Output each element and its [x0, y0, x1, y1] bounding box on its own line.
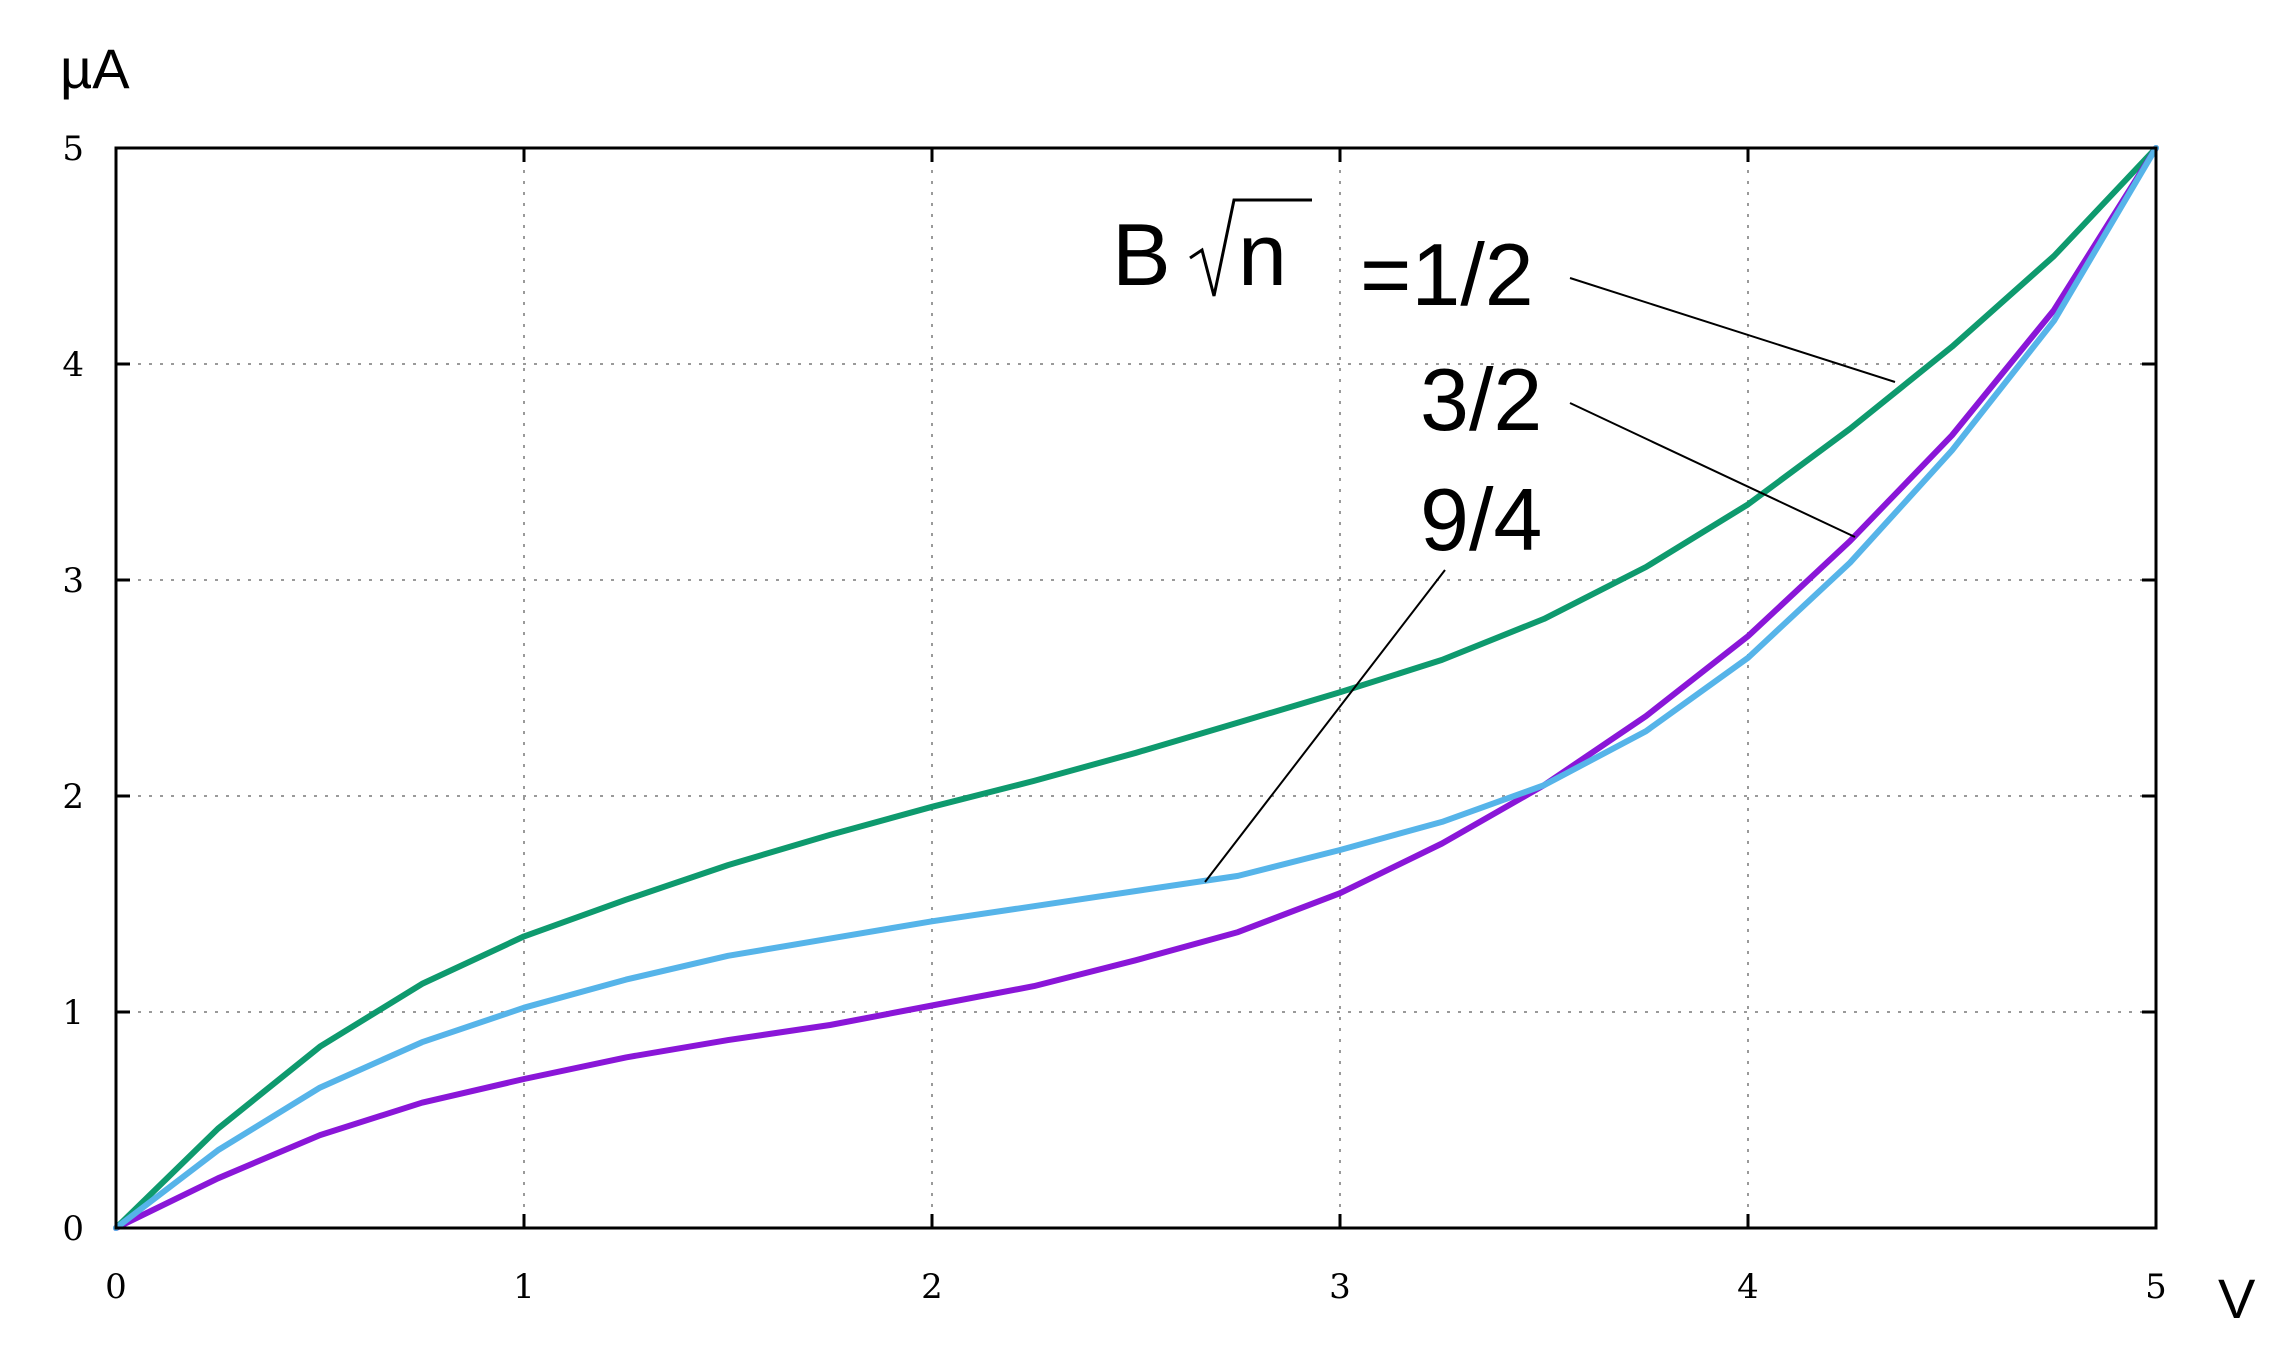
leader-line-9-4 [1204, 569, 1446, 883]
annotation-prefix: B [1112, 205, 1171, 304]
y-tick-label: 2 [62, 777, 84, 817]
y-tick-label: 5 [62, 129, 84, 169]
y-axis-unit-label: µA [60, 37, 130, 100]
x-axis-unit-label: V [2218, 1267, 2256, 1330]
x-tick-label: 0 [105, 1267, 127, 1307]
series-line-1 [113, 145, 2159, 1231]
leader-line-3-2 [1569, 402, 1856, 538]
radical-sign [1189, 198, 1312, 297]
leader-line-1-2 [1569, 277, 1896, 383]
y-tick-label: 0 [62, 1209, 84, 1249]
x-tick-label: 1 [513, 1267, 535, 1307]
annotation-radicand: n [1238, 205, 1287, 304]
grid [116, 148, 2156, 1228]
y-tick-label: 4 [62, 345, 84, 385]
plot-frame [114, 146, 2158, 1230]
annotation-label-9-4: 9/4 [1420, 470, 1542, 569]
series-line-0 [113, 145, 2159, 1231]
x-tick-label: 4 [1737, 1267, 1759, 1307]
y-tick-label: 1 [62, 993, 84, 1033]
axis-ticks [114, 146, 2158, 1230]
annotation-label-1-2: =1/2 [1360, 225, 1534, 324]
series-line-2 [113, 145, 2159, 1231]
axis-labels: 0 1 2 3 4 5 0 1 2 3 4 5 [62, 129, 2166, 1307]
x-tick-label: 5 [2145, 1267, 2167, 1307]
x-tick-label: 2 [921, 1267, 943, 1307]
y-tick-label: 3 [62, 561, 84, 601]
annotation-label-3-2: 3/2 [1420, 350, 1542, 449]
x-tick-label: 3 [1329, 1267, 1351, 1307]
curve-annotation: B n =1/2 3/2 9/4 [1112, 198, 1896, 883]
series-layer [113, 145, 2159, 1231]
